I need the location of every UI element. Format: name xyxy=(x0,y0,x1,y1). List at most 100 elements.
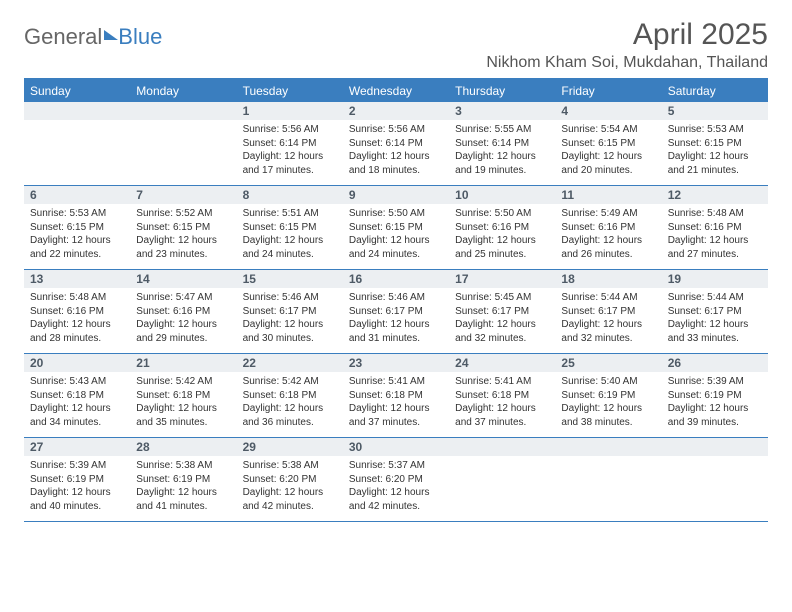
sunset-line: Sunset: 6:18 PM xyxy=(136,389,230,403)
daylight-line: Daylight: 12 hours and 37 minutes. xyxy=(349,402,443,429)
sunrise-line: Sunrise: 5:51 AM xyxy=(243,207,337,221)
calendar-cell xyxy=(24,102,130,185)
sunset-line: Sunset: 6:17 PM xyxy=(349,305,443,319)
day-details: Sunrise: 5:38 AMSunset: 6:20 PMDaylight:… xyxy=(237,456,343,521)
calendar-cell: 5Sunrise: 5:53 AMSunset: 6:15 PMDaylight… xyxy=(662,102,768,185)
day-details: Sunrise: 5:55 AMSunset: 6:14 PMDaylight:… xyxy=(449,120,555,185)
daylight-line: Daylight: 12 hours and 27 minutes. xyxy=(668,234,762,261)
day-header-row: SundayMondayTuesdayWednesdayThursdayFrid… xyxy=(24,80,768,102)
day-number: 22 xyxy=(237,354,343,372)
daylight-line: Daylight: 12 hours and 20 minutes. xyxy=(561,150,655,177)
day-number: 29 xyxy=(237,438,343,456)
daylight-line: Daylight: 12 hours and 28 minutes. xyxy=(30,318,124,345)
daylight-line: Daylight: 12 hours and 42 minutes. xyxy=(349,486,443,513)
day-number: 3 xyxy=(449,102,555,120)
calendar-cell: 2Sunrise: 5:56 AMSunset: 6:14 PMDaylight… xyxy=(343,102,449,185)
daylight-line: Daylight: 12 hours and 40 minutes. xyxy=(30,486,124,513)
day-number: 27 xyxy=(24,438,130,456)
sunset-line: Sunset: 6:19 PM xyxy=(561,389,655,403)
sunrise-line: Sunrise: 5:53 AM xyxy=(668,123,762,137)
sunrise-line: Sunrise: 5:48 AM xyxy=(30,291,124,305)
sunset-line: Sunset: 6:20 PM xyxy=(349,473,443,487)
sunset-line: Sunset: 6:14 PM xyxy=(349,137,443,151)
day-number: 7 xyxy=(130,186,236,204)
calendar-cell: 21Sunrise: 5:42 AMSunset: 6:18 PMDayligh… xyxy=(130,354,236,437)
day-details: Sunrise: 5:56 AMSunset: 6:14 PMDaylight:… xyxy=(343,120,449,185)
calendar-week-row: 20Sunrise: 5:43 AMSunset: 6:18 PMDayligh… xyxy=(24,354,768,438)
day-number: 5 xyxy=(662,102,768,120)
calendar-cell: 25Sunrise: 5:40 AMSunset: 6:19 PMDayligh… xyxy=(555,354,661,437)
sunrise-line: Sunrise: 5:41 AM xyxy=(455,375,549,389)
sunrise-line: Sunrise: 5:38 AM xyxy=(243,459,337,473)
sunrise-line: Sunrise: 5:47 AM xyxy=(136,291,230,305)
sunrise-line: Sunrise: 5:50 AM xyxy=(349,207,443,221)
calendar-cell: 30Sunrise: 5:37 AMSunset: 6:20 PMDayligh… xyxy=(343,438,449,521)
calendar-body: 1Sunrise: 5:56 AMSunset: 6:14 PMDaylight… xyxy=(24,102,768,522)
calendar-week-row: 1Sunrise: 5:56 AMSunset: 6:14 PMDaylight… xyxy=(24,102,768,186)
calendar-cell: 4Sunrise: 5:54 AMSunset: 6:15 PMDaylight… xyxy=(555,102,661,185)
day-details: Sunrise: 5:47 AMSunset: 6:16 PMDaylight:… xyxy=(130,288,236,353)
day-number: 26 xyxy=(662,354,768,372)
day-details: Sunrise: 5:42 AMSunset: 6:18 PMDaylight:… xyxy=(130,372,236,437)
sunset-line: Sunset: 6:16 PM xyxy=(668,221,762,235)
daylight-line: Daylight: 12 hours and 42 minutes. xyxy=(243,486,337,513)
calendar-cell: 24Sunrise: 5:41 AMSunset: 6:18 PMDayligh… xyxy=(449,354,555,437)
day-header-cell: Monday xyxy=(130,80,236,102)
sunset-line: Sunset: 6:17 PM xyxy=(561,305,655,319)
day-number: 19 xyxy=(662,270,768,288)
calendar-cell: 22Sunrise: 5:42 AMSunset: 6:18 PMDayligh… xyxy=(237,354,343,437)
sunrise-line: Sunrise: 5:45 AM xyxy=(455,291,549,305)
brand-part-2: Blue xyxy=(118,24,162,50)
day-number: 16 xyxy=(343,270,449,288)
day-number: 4 xyxy=(555,102,661,120)
day-details: Sunrise: 5:41 AMSunset: 6:18 PMDaylight:… xyxy=(343,372,449,437)
day-details: Sunrise: 5:53 AMSunset: 6:15 PMDaylight:… xyxy=(662,120,768,185)
calendar-cell: 19Sunrise: 5:44 AMSunset: 6:17 PMDayligh… xyxy=(662,270,768,353)
sunset-line: Sunset: 6:14 PM xyxy=(455,137,549,151)
sunrise-line: Sunrise: 5:54 AM xyxy=(561,123,655,137)
sunset-line: Sunset: 6:16 PM xyxy=(561,221,655,235)
sunrise-line: Sunrise: 5:44 AM xyxy=(668,291,762,305)
calendar-week-row: 6Sunrise: 5:53 AMSunset: 6:15 PMDaylight… xyxy=(24,186,768,270)
calendar-cell: 7Sunrise: 5:52 AMSunset: 6:15 PMDaylight… xyxy=(130,186,236,269)
header: General Blue April 2025 Nikhom Kham Soi,… xyxy=(24,18,768,72)
sunset-line: Sunset: 6:19 PM xyxy=(668,389,762,403)
calendar-cell: 23Sunrise: 5:41 AMSunset: 6:18 PMDayligh… xyxy=(343,354,449,437)
day-number: 2 xyxy=(343,102,449,120)
sunrise-line: Sunrise: 5:37 AM xyxy=(349,459,443,473)
sunset-line: Sunset: 6:15 PM xyxy=(668,137,762,151)
sunrise-line: Sunrise: 5:39 AM xyxy=(668,375,762,389)
brand-part-1: General xyxy=(24,24,102,50)
calendar-cell xyxy=(555,438,661,521)
sunrise-line: Sunrise: 5:38 AM xyxy=(136,459,230,473)
day-number xyxy=(130,102,236,120)
daylight-line: Daylight: 12 hours and 19 minutes. xyxy=(455,150,549,177)
calendar: SundayMondayTuesdayWednesdayThursdayFrid… xyxy=(24,78,768,522)
day-number: 13 xyxy=(24,270,130,288)
sunrise-line: Sunrise: 5:43 AM xyxy=(30,375,124,389)
sunset-line: Sunset: 6:17 PM xyxy=(243,305,337,319)
sunrise-line: Sunrise: 5:46 AM xyxy=(243,291,337,305)
day-details: Sunrise: 5:38 AMSunset: 6:19 PMDaylight:… xyxy=(130,456,236,521)
day-details xyxy=(24,120,130,182)
sunset-line: Sunset: 6:15 PM xyxy=(349,221,443,235)
day-details: Sunrise: 5:50 AMSunset: 6:15 PMDaylight:… xyxy=(343,204,449,269)
sunrise-line: Sunrise: 5:42 AM xyxy=(136,375,230,389)
daylight-line: Daylight: 12 hours and 35 minutes. xyxy=(136,402,230,429)
day-details: Sunrise: 5:48 AMSunset: 6:16 PMDaylight:… xyxy=(24,288,130,353)
daylight-line: Daylight: 12 hours and 18 minutes. xyxy=(349,150,443,177)
calendar-cell: 15Sunrise: 5:46 AMSunset: 6:17 PMDayligh… xyxy=(237,270,343,353)
day-number: 15 xyxy=(237,270,343,288)
sunset-line: Sunset: 6:15 PM xyxy=(136,221,230,235)
daylight-line: Daylight: 12 hours and 29 minutes. xyxy=(136,318,230,345)
day-number: 21 xyxy=(130,354,236,372)
day-details: Sunrise: 5:40 AMSunset: 6:19 PMDaylight:… xyxy=(555,372,661,437)
sunset-line: Sunset: 6:16 PM xyxy=(30,305,124,319)
calendar-cell: 10Sunrise: 5:50 AMSunset: 6:16 PMDayligh… xyxy=(449,186,555,269)
calendar-cell: 6Sunrise: 5:53 AMSunset: 6:15 PMDaylight… xyxy=(24,186,130,269)
sunrise-line: Sunrise: 5:56 AM xyxy=(243,123,337,137)
day-details: Sunrise: 5:46 AMSunset: 6:17 PMDaylight:… xyxy=(237,288,343,353)
day-number: 11 xyxy=(555,186,661,204)
sunrise-line: Sunrise: 5:40 AM xyxy=(561,375,655,389)
sunset-line: Sunset: 6:16 PM xyxy=(136,305,230,319)
